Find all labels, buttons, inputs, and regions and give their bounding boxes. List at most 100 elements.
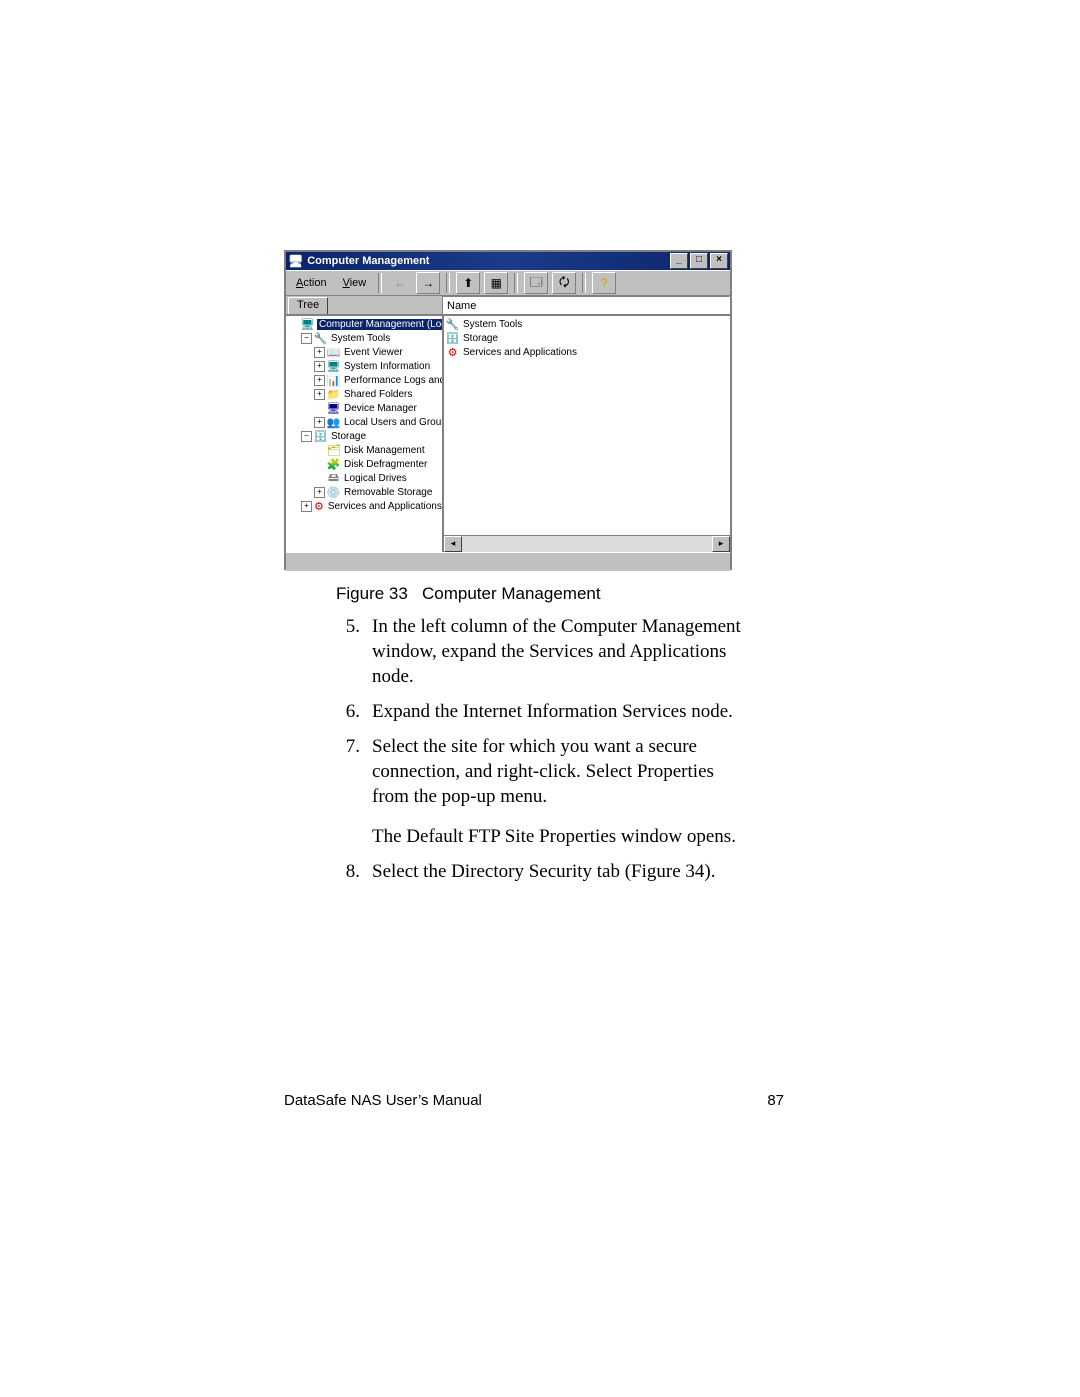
instruction-step: 6.Expand the Internet Information Servic…	[336, 699, 742, 724]
expand-icon[interactable]: +	[314, 389, 325, 400]
list-item[interactable]: 🗄Storage	[444, 331, 730, 345]
tree-item[interactable]: +🖥Computer Management (Local)	[286, 317, 442, 331]
no-expander: +	[314, 473, 325, 484]
toolbar-separator	[378, 273, 382, 293]
tree-item-label: Device Manager	[343, 403, 418, 414]
app-icon: 🖥	[288, 254, 303, 268]
tree-item-icon: 🔧	[314, 332, 327, 345]
refresh-button[interactable]: 🗘	[552, 272, 576, 294]
show-hide-button[interactable]: ▦	[484, 272, 508, 294]
tree-item-label: Removable Storage	[343, 487, 433, 498]
caption-text: Computer Management	[422, 584, 601, 603]
horizontal-scrollbar[interactable]: ◂ ▸	[444, 535, 730, 552]
tree-item[interactable]: +👥Local Users and Groups	[286, 415, 442, 429]
window-title: Computer Management	[307, 255, 670, 267]
no-expander: +	[314, 445, 325, 456]
list-item[interactable]: 🔧System Tools	[444, 317, 730, 331]
list-item-label: Services and Applications	[462, 347, 578, 358]
name-column-header[interactable]: Name	[442, 296, 730, 314]
close-button[interactable]: ×	[710, 253, 728, 269]
forward-button[interactable]: →	[416, 272, 440, 294]
column-header-row: Tree Name	[286, 296, 730, 315]
step-number: 6.	[336, 699, 372, 724]
tree-item-label: Services and Applications	[327, 501, 443, 512]
expand-icon[interactable]: +	[314, 375, 325, 386]
tree-item-icon: 🖥	[327, 402, 340, 415]
step-number: 8.	[336, 859, 372, 884]
tree-item[interactable]: +🖥Device Manager	[286, 401, 442, 415]
footer-left: DataSafe NAS User’s Manual	[284, 1092, 482, 1109]
toolbar-separator	[514, 273, 518, 293]
properties-button[interactable]: 🗔	[524, 272, 548, 294]
step-number: 7.	[336, 734, 372, 848]
expand-icon[interactable]: +	[314, 361, 325, 372]
list-item-icon: 🗄	[446, 332, 459, 345]
tree-item[interactable]: −🔧System Tools	[286, 331, 442, 345]
tree-item-icon: 🗂	[327, 444, 340, 457]
step-body: Select the Directory Security tab (Figur…	[372, 859, 742, 884]
no-expander: +	[314, 459, 325, 470]
tree-item-icon: 🖥	[327, 360, 340, 373]
tree-item-label: System Tools	[330, 333, 391, 344]
tree-tab[interactable]: Tree	[288, 297, 328, 314]
expand-icon[interactable]: +	[301, 501, 312, 512]
tree-item-icon: 📖	[327, 346, 340, 359]
list-item-icon: ⚙	[446, 346, 459, 359]
list-item-icon: 🔧	[446, 318, 459, 331]
tree-item-icon: 📊	[327, 374, 340, 387]
step-body: Select the site for which you want a sec…	[372, 734, 742, 848]
tree-item-icon: ⚙	[314, 500, 324, 513]
expand-icon[interactable]: +	[314, 347, 325, 358]
menubar-toolbar: Action View ← → ⬆ ▦ 🗔 🗘 ?	[286, 270, 730, 296]
step-body: Expand the Internet Information Services…	[372, 699, 742, 724]
tree-item-label: Shared Folders	[343, 389, 413, 400]
tree-item[interactable]: +🧩Disk Defragmenter	[286, 457, 442, 471]
expand-icon[interactable]: +	[314, 487, 325, 498]
scroll-right-button[interactable]: ▸	[712, 536, 730, 552]
tree-item-label: Event Viewer	[343, 347, 404, 358]
tree-item[interactable]: +🗂Disk Management	[286, 443, 442, 457]
tree-item-icon: 📁	[327, 388, 340, 401]
tree-item-label: Computer Management (Local)	[317, 319, 444, 330]
tree-item[interactable]: +🖴Logical Drives	[286, 471, 442, 485]
tree-item-icon: 🗄	[314, 430, 327, 443]
statusbar	[286, 552, 730, 571]
list-item[interactable]: ⚙Services and Applications	[444, 345, 730, 359]
back-button[interactable]: ←	[388, 272, 412, 294]
tree-item[interactable]: +🖥System Information	[286, 359, 442, 373]
tree-item-label: Logical Drives	[343, 473, 408, 484]
up-button[interactable]: ⬆	[456, 272, 480, 294]
tree-item[interactable]: −🗄Storage	[286, 429, 442, 443]
tree-item[interactable]: +📖Event Viewer	[286, 345, 442, 359]
tree-item-icon: 👥	[327, 416, 340, 429]
tree-item-label: Local Users and Groups	[343, 417, 444, 428]
tree-item-label: Disk Defragmenter	[343, 459, 428, 470]
no-expander: +	[314, 403, 325, 414]
tree-item[interactable]: +📁Shared Folders	[286, 387, 442, 401]
menu-action[interactable]: Action	[290, 275, 333, 291]
tree-item[interactable]: +📊Performance Logs and Alerts	[286, 373, 442, 387]
step-body: In the left column of the Computer Manag…	[372, 614, 742, 689]
tree-item-label: Disk Management	[343, 445, 426, 456]
tree-item-label: Performance Logs and Alerts	[343, 375, 444, 386]
figure-caption: Figure 33 Computer Management	[336, 584, 601, 604]
tree-item-icon: 🖥	[301, 318, 314, 331]
collapse-icon[interactable]: −	[301, 431, 312, 442]
tree-pane: +🖥Computer Management (Local)−🔧System To…	[286, 315, 444, 552]
list-item-label: System Tools	[462, 319, 523, 330]
no-expander: +	[288, 319, 299, 330]
instruction-step: 8.Select the Directory Security tab (Fig…	[336, 859, 742, 884]
menu-view[interactable]: View	[337, 275, 373, 291]
minimize-button[interactable]: _	[670, 253, 688, 269]
scroll-left-button[interactable]: ◂	[444, 536, 462, 552]
collapse-icon[interactable]: −	[301, 333, 312, 344]
expand-icon[interactable]: +	[314, 417, 325, 428]
instruction-step: 7.Select the site for which you want a s…	[336, 734, 742, 848]
help-button[interactable]: ?	[592, 272, 616, 294]
tree-item[interactable]: +⚙Services and Applications	[286, 499, 442, 513]
maximize-button[interactable]: □	[690, 253, 708, 269]
tree-item-label: Storage	[330, 431, 367, 442]
tree-item[interactable]: +💿Removable Storage	[286, 485, 442, 499]
tree-item-icon: 🖴	[327, 472, 340, 485]
toolbar-separator	[582, 273, 586, 293]
